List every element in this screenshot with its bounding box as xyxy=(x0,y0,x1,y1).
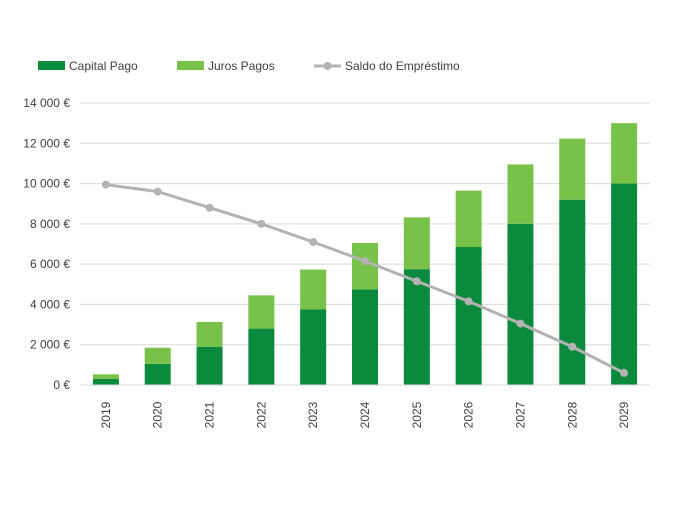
loan-balance-point xyxy=(412,277,421,286)
legend: Capital Pago Juros Pagos Saldo do Emprésti… xyxy=(38,59,460,73)
legend-swatch-capital-pago xyxy=(38,61,65,70)
x-tick-label: 2027 xyxy=(513,401,527,428)
bar-juros-pagos xyxy=(248,295,275,329)
legend-label-juros-pagos: Juros Pagos xyxy=(208,59,275,73)
bar-juros-pagos xyxy=(144,347,171,364)
y-tick-label: 8 000 € xyxy=(30,217,70,231)
x-tick-label: 2021 xyxy=(203,401,217,428)
bar-capital-pago xyxy=(300,309,327,385)
legend-swatch-juros-pagos xyxy=(177,61,204,70)
y-tick-label: 6 000 € xyxy=(30,257,70,271)
bar-juros-pagos xyxy=(455,190,482,248)
bars xyxy=(92,123,638,385)
loan-balance-point xyxy=(620,368,629,377)
bar-juros-pagos xyxy=(507,164,534,224)
x-tick-label: 2023 xyxy=(306,401,320,428)
bar-juros-pagos xyxy=(196,321,223,347)
legend-swatch-marker xyxy=(323,62,332,70)
bar-juros-pagos xyxy=(92,374,119,379)
x-tick-label: 2024 xyxy=(358,401,372,428)
bar-juros-pagos xyxy=(352,242,378,290)
x-tick-label: 2025 xyxy=(410,401,424,428)
bar-capital-pago xyxy=(196,346,223,385)
bar-capital-pago xyxy=(144,363,171,385)
x-axis: 2019 2020 2021 2022 2023 2024 2025 2026 2027 2028… xyxy=(99,401,631,428)
legend-label-capital-pago: Capital Pago xyxy=(69,59,138,73)
bar-capital-pago xyxy=(611,183,638,385)
bar-juros-pagos xyxy=(559,138,586,200)
loan-balance-point xyxy=(516,319,525,328)
bar-capital-pago xyxy=(352,289,378,385)
bar-juros-pagos xyxy=(403,217,430,270)
x-tick-label: 2029 xyxy=(617,401,631,428)
loan-balance-point xyxy=(101,180,110,189)
loan-balance-line xyxy=(101,180,629,377)
loan-balance-point xyxy=(568,342,577,351)
y-axis: 0 € 2 000 € 4 000 € 6 000 € 8 000 € 10 000 € 1… xyxy=(23,96,70,392)
bar-capital-pago xyxy=(559,199,586,385)
x-tick-label: 2019 xyxy=(99,401,113,428)
x-tick-label: 2026 xyxy=(462,401,476,428)
y-tick-label: 4 000 € xyxy=(30,297,70,311)
y-tick-label: 14 000 € xyxy=(23,96,70,110)
y-tick-label: 0 € xyxy=(53,378,70,392)
x-tick-label: 2020 xyxy=(151,401,165,428)
bar-capital-pago xyxy=(92,378,119,385)
legend-label-saldo-emprestimo: Saldo do Empréstimo xyxy=(345,59,460,73)
x-tick-label: 2022 xyxy=(254,401,268,428)
bar-capital-pago xyxy=(455,247,482,385)
bar-capital-pago xyxy=(248,328,275,385)
loan-balance-point xyxy=(309,237,318,246)
y-tick-label: 2 000 € xyxy=(30,338,70,352)
loan-balance-point xyxy=(153,187,162,196)
loan-balance-point xyxy=(361,257,369,266)
bar-capital-pago xyxy=(507,223,534,385)
bar-juros-pagos xyxy=(300,269,327,310)
loan-balance-point xyxy=(205,203,214,212)
x-tick-label: 2028 xyxy=(565,401,579,428)
y-tick-label: 10 000 € xyxy=(23,177,70,191)
loan-balance-point xyxy=(257,219,266,228)
loan-balance-point xyxy=(464,297,473,306)
bar-capital-pago xyxy=(403,269,430,385)
bar-juros-pagos xyxy=(611,123,638,184)
y-tick-label: 12 000 € xyxy=(23,136,70,150)
